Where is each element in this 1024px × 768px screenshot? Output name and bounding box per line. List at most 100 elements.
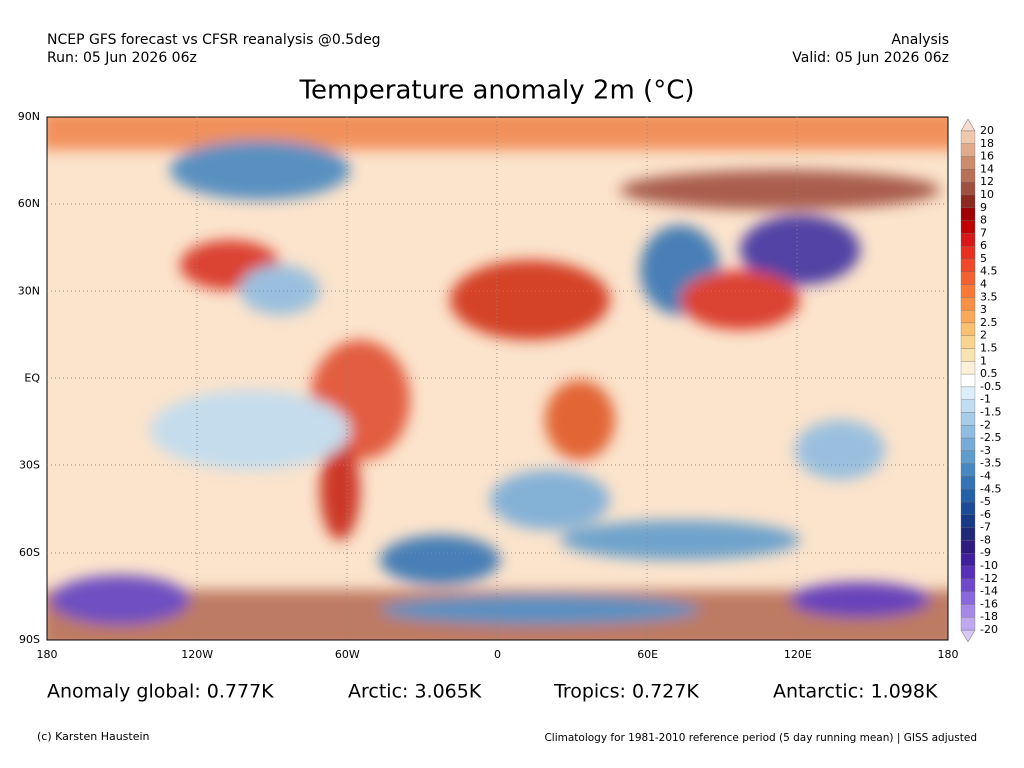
colorbar-label: 1.5: [980, 342, 998, 355]
colorbar-label: -2.5: [980, 431, 1001, 444]
colorbar-box: [960, 322, 976, 336]
colorbar-box: [960, 143, 976, 157]
colorbar-box: [960, 348, 976, 362]
colorbar-box: [960, 386, 976, 400]
colorbar-label: -3: [980, 444, 991, 457]
colorbar-box: [960, 591, 976, 605]
colorbar-box: [960, 271, 976, 285]
colorbar-box: [960, 182, 976, 196]
colorbar-box: [960, 233, 976, 247]
colorbar-label: 3: [980, 303, 987, 316]
kind: Analysis: [891, 32, 949, 48]
colorbar-box: [960, 617, 976, 631]
colorbar-box: [960, 540, 976, 554]
colorbar-over: [960, 118, 976, 132]
lat-label: EQ: [24, 372, 40, 385]
colorbar-box: [960, 425, 976, 439]
note: Climatology for 1981-2010 reference peri…: [544, 732, 977, 744]
colorbar-label: -0.5: [980, 380, 1001, 393]
lon-label: 180: [938, 648, 959, 661]
colorbar-label: -8: [980, 533, 991, 546]
colorbar-label: 4.5: [980, 265, 998, 278]
colorbar-label: 1: [980, 354, 987, 367]
colorbar-box: [960, 604, 976, 618]
colorbar-box: [960, 450, 976, 464]
lon-label: 180: [37, 648, 58, 661]
colorbar-label: -2: [980, 418, 991, 431]
colorbar-box: [960, 309, 976, 324]
colorbar-label: 4: [980, 278, 987, 291]
colorbar-label: 2.5: [980, 316, 998, 329]
colorbar-label: 14: [980, 162, 994, 175]
colorbar-label: -4.5: [980, 482, 1001, 495]
run: Run: 05 Jun 2026 06z: [47, 50, 197, 66]
colorbar-label: -14: [980, 585, 998, 598]
lon-label: 60E: [637, 648, 658, 661]
colorbar-box: [960, 578, 976, 592]
colorbar-label: 12: [980, 175, 994, 188]
lon-label: 120E: [784, 648, 812, 661]
lat-label: 60N: [18, 197, 40, 210]
colorbar-label: -20: [980, 623, 998, 636]
colorbar-box: [960, 207, 976, 221]
colorbar-box: [960, 373, 976, 388]
colorbar-label: -9: [980, 546, 991, 559]
colorbar-box: [960, 463, 976, 477]
colorbar-label: -12: [980, 572, 998, 585]
colorbar-label: 0.5: [980, 367, 998, 380]
stat: Anomaly global: 0.777K: [47, 681, 274, 703]
lat-label: 90N: [18, 110, 40, 123]
colorbar-under: [960, 629, 976, 643]
colorbar-box: [960, 297, 976, 311]
credit: (c) Karsten Haustein: [37, 730, 150, 743]
lon-label: 0: [494, 648, 501, 661]
colorbar-box: [960, 476, 976, 490]
colorbar-label: 6: [980, 239, 987, 252]
lon-label: 120W: [181, 648, 213, 661]
colorbar-label: 2: [980, 329, 987, 342]
colorbar-box: [960, 489, 976, 503]
colorbar-label: 20: [980, 124, 994, 137]
stat: Antarctic: 1.098K: [773, 681, 938, 703]
map: [47, 117, 948, 640]
colorbar-label: -5: [980, 495, 991, 508]
colorbar-box: [960, 527, 976, 541]
colorbar-box: [960, 156, 976, 170]
colorbar-label: -6: [980, 508, 991, 521]
colorbar-box: [960, 194, 976, 208]
colorbar-label: 10: [980, 188, 994, 201]
colorbar-box: [960, 220, 976, 234]
lat-label: 90S: [19, 633, 40, 646]
colorbar-box: [960, 565, 976, 579]
colorbar-label: -7: [980, 521, 991, 534]
colorbar-box: [960, 246, 976, 260]
colorbar-label: 16: [980, 150, 994, 163]
colorbar-label: -1: [980, 393, 991, 406]
colorbar-box: [960, 335, 976, 349]
valid: Valid: 05 Jun 2026 06z: [792, 50, 949, 66]
colorbar-label: -4: [980, 469, 991, 482]
lat-label: 30S: [19, 459, 40, 472]
colorbar-label: -3.5: [980, 457, 1001, 470]
colorbar-box: [960, 130, 976, 144]
colorbar-label: -10: [980, 559, 998, 572]
lat-label: 60S: [19, 546, 40, 559]
colorbar-label: 8: [980, 214, 987, 227]
colorbar-box: [960, 553, 976, 567]
colorbar-box: [960, 501, 976, 515]
colorbar-label: -1.5: [980, 405, 1001, 418]
colorbar-label: -18: [980, 610, 998, 623]
colorbar-box: [960, 399, 976, 413]
colorbar-box: [960, 169, 976, 183]
stat: Tropics: 0.727K: [553, 681, 699, 703]
colorbar-box: [960, 258, 976, 272]
colorbar-label: 5: [980, 252, 987, 265]
colorbar-box: [960, 412, 976, 426]
colorbar-box: [960, 361, 976, 375]
lat-label: 30N: [18, 284, 40, 297]
lon-label: 60W: [335, 648, 360, 661]
colorbar-label: 18: [980, 137, 994, 150]
colorbar-label: 3.5: [980, 290, 998, 303]
colorbar-label: 7: [980, 226, 987, 239]
